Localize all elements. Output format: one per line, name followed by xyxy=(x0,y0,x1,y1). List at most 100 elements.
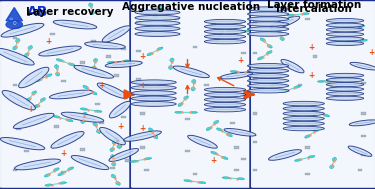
Ellipse shape xyxy=(131,91,176,96)
Ellipse shape xyxy=(100,127,125,145)
Ellipse shape xyxy=(248,74,289,78)
Text: +: + xyxy=(117,122,123,131)
Bar xyxy=(125,160,130,162)
Ellipse shape xyxy=(46,74,52,77)
Ellipse shape xyxy=(135,10,180,15)
Ellipse shape xyxy=(124,131,161,141)
Ellipse shape xyxy=(135,15,180,20)
Polygon shape xyxy=(6,8,22,21)
Ellipse shape xyxy=(13,46,17,50)
Bar xyxy=(234,169,239,171)
Text: +: + xyxy=(98,81,104,90)
Ellipse shape xyxy=(326,19,364,23)
Ellipse shape xyxy=(32,91,37,94)
Text: +: + xyxy=(140,52,146,61)
Ellipse shape xyxy=(0,48,34,65)
Ellipse shape xyxy=(204,97,246,102)
Bar xyxy=(253,78,258,81)
Ellipse shape xyxy=(135,21,180,26)
Ellipse shape xyxy=(248,22,289,26)
Ellipse shape xyxy=(53,20,97,29)
Ellipse shape xyxy=(349,120,375,126)
Bar xyxy=(358,169,362,171)
Ellipse shape xyxy=(330,165,334,169)
Ellipse shape xyxy=(178,103,183,106)
Ellipse shape xyxy=(215,38,219,42)
Ellipse shape xyxy=(111,162,116,166)
Ellipse shape xyxy=(110,101,130,118)
Ellipse shape xyxy=(144,157,152,160)
Ellipse shape xyxy=(326,96,364,100)
Ellipse shape xyxy=(248,84,289,88)
Bar xyxy=(185,150,190,152)
FancyBboxPatch shape xyxy=(253,2,374,187)
Ellipse shape xyxy=(92,66,96,70)
Ellipse shape xyxy=(222,177,230,179)
Ellipse shape xyxy=(26,98,31,101)
Ellipse shape xyxy=(248,12,289,16)
Bar xyxy=(13,169,17,171)
Ellipse shape xyxy=(90,11,95,14)
Ellipse shape xyxy=(277,29,281,33)
Bar xyxy=(305,146,310,149)
Ellipse shape xyxy=(248,32,289,36)
Text: +: + xyxy=(61,149,67,158)
Ellipse shape xyxy=(24,53,29,57)
Bar xyxy=(136,78,141,81)
Ellipse shape xyxy=(204,107,246,112)
Ellipse shape xyxy=(94,110,102,112)
Text: +: + xyxy=(140,124,146,133)
Ellipse shape xyxy=(248,17,289,21)
Ellipse shape xyxy=(170,58,174,62)
Ellipse shape xyxy=(326,78,364,82)
Ellipse shape xyxy=(230,70,238,73)
Ellipse shape xyxy=(283,116,324,121)
Ellipse shape xyxy=(191,87,195,91)
Ellipse shape xyxy=(258,57,263,60)
Ellipse shape xyxy=(204,92,246,97)
Ellipse shape xyxy=(131,96,176,101)
Ellipse shape xyxy=(66,119,73,122)
Ellipse shape xyxy=(283,101,324,106)
Ellipse shape xyxy=(102,26,130,42)
Ellipse shape xyxy=(332,157,337,161)
Ellipse shape xyxy=(122,60,130,62)
Ellipse shape xyxy=(175,111,182,113)
Ellipse shape xyxy=(222,156,228,160)
Ellipse shape xyxy=(245,72,252,74)
Ellipse shape xyxy=(204,102,246,107)
Ellipse shape xyxy=(51,132,84,148)
Text: +: + xyxy=(237,56,243,65)
Ellipse shape xyxy=(213,121,219,124)
Ellipse shape xyxy=(71,156,109,170)
Bar xyxy=(16,127,21,130)
Bar xyxy=(193,46,198,49)
Bar xyxy=(230,122,235,124)
Ellipse shape xyxy=(80,108,88,110)
Ellipse shape xyxy=(88,3,93,7)
Bar xyxy=(362,82,366,84)
Ellipse shape xyxy=(188,135,217,148)
Bar xyxy=(362,135,366,137)
Text: +: + xyxy=(308,71,314,80)
Ellipse shape xyxy=(108,61,115,64)
Ellipse shape xyxy=(130,160,138,163)
Bar xyxy=(62,171,66,173)
Ellipse shape xyxy=(34,105,39,108)
Ellipse shape xyxy=(204,34,246,39)
Text: Intercalation: Intercalation xyxy=(276,4,352,14)
Ellipse shape xyxy=(109,149,138,161)
Ellipse shape xyxy=(282,90,288,93)
Ellipse shape xyxy=(302,13,309,15)
Bar xyxy=(253,52,258,54)
Ellipse shape xyxy=(168,66,173,69)
Ellipse shape xyxy=(2,91,35,110)
Ellipse shape xyxy=(224,129,256,136)
Bar xyxy=(234,146,239,149)
Ellipse shape xyxy=(59,182,66,184)
Ellipse shape xyxy=(74,65,114,78)
Ellipse shape xyxy=(50,90,93,99)
Text: Layer formation: Layer formation xyxy=(267,0,361,10)
Ellipse shape xyxy=(260,38,266,41)
Ellipse shape xyxy=(267,51,272,54)
